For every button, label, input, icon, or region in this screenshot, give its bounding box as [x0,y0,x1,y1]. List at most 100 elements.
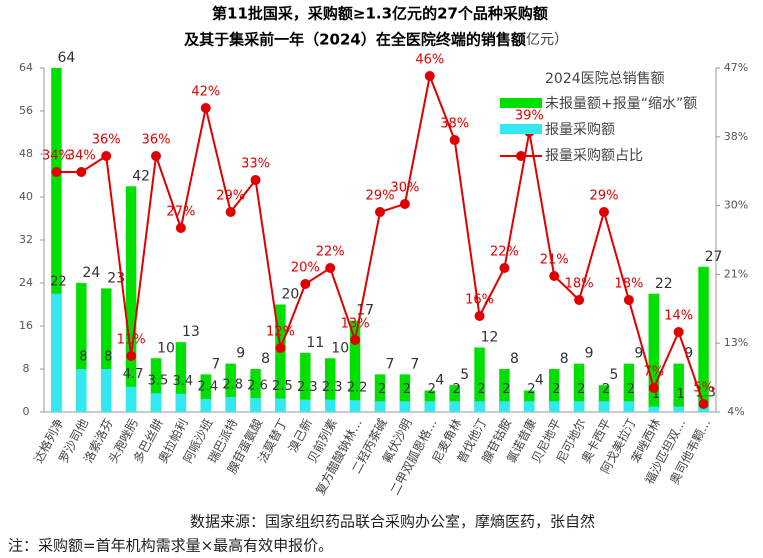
total-label: 9 [634,346,643,362]
bar-reported [275,398,286,412]
ratio-label: 22% [316,245,345,260]
total-label: 7 [410,356,419,372]
total-label: 11 [306,335,324,351]
ratio-point [325,263,336,273]
y-tick-label: 8 [23,362,30,375]
total-label: 9 [684,346,693,362]
reported-label: 2 [602,382,610,397]
reported-label: 2.6 [247,379,268,394]
total-label: 5 [460,367,469,383]
total-label: 5 [610,367,619,383]
reported-label: 2 [627,382,635,397]
reported-label: 3.4 [173,374,194,389]
bar-total [225,363,236,412]
reported-label: 2.3 [322,380,343,395]
y2-tick-label: 4% [727,405,744,418]
bar-total [673,363,684,412]
bar-total [698,266,709,412]
bar-total [76,283,87,412]
ratio-label: 29% [216,189,245,204]
ratio-label: 30% [390,181,419,196]
ratio-label: 39% [515,109,544,124]
bar-reported [300,399,311,412]
reported-label: 2 [428,382,436,397]
reported-label: 22 [50,274,67,289]
bar-total [324,358,336,412]
chart-subtitle: 及其于集采前一年（2024）在全医院终端的销售额 [184,31,526,49]
ratio-label: 20% [291,261,320,276]
reported-label: 1 [652,387,660,402]
reported-label: 1 [677,387,685,402]
ratio-label: 33% [241,157,270,172]
ratio-label: 18% [614,277,643,292]
y-tick-label: 32 [19,233,33,246]
total-label: 22 [655,276,673,292]
total-label: 27 [705,249,723,265]
reported-label: 2.5 [272,379,293,394]
total-label: 7 [386,356,395,372]
total-label: 64 [58,50,76,66]
bar-reported [673,406,684,412]
ratio-point [673,327,684,337]
bar-reported [125,386,137,412]
bar-total [200,374,212,412]
y2-tick-label: 30% [724,199,748,212]
bar-total [648,293,660,412]
reported-label: 2 [453,382,461,397]
ratio-point [549,271,560,281]
bar-total [449,385,460,412]
ratio-point [300,279,311,289]
ratio-point [51,167,62,177]
ratio-label: 34% [67,149,96,164]
legend-swatch [516,151,526,161]
y-tick-label: 24 [19,276,33,289]
legend-swatch [500,124,542,134]
y-tick-label: 64 [19,61,33,74]
ratio-label: 36% [142,133,171,148]
total-label: 2024医院总销售额 [545,71,665,87]
reported-label: 2.3 [297,380,318,395]
bar-total [623,363,635,412]
bar-reported [51,293,62,412]
reported-label: 2.4 [197,380,218,395]
reported-label: 8 [79,350,87,365]
bar-total [474,347,485,412]
bar-reported [76,369,87,412]
ratio-point [574,295,585,305]
ratio-label: 36% [92,133,121,148]
ratio-label: 22% [490,245,519,260]
bar-reported [499,401,510,412]
total-label: 9 [236,346,245,362]
y-tick-label: 16 [19,319,33,332]
bar-total [51,68,62,412]
ratio-label: 5% [693,381,714,396]
reported-label: 2 [552,382,560,397]
bar-total [573,363,585,412]
ratio-label: 29% [366,189,395,204]
total-label: 8 [560,351,569,367]
reported-label: 3.5 [148,374,169,389]
bar-reported [424,401,436,412]
ratio-label: 13% [341,317,370,332]
ratio-label: 27% [166,205,195,220]
total-label: 24 [82,265,100,281]
bar-reported [150,393,162,412]
ratio-label: 42% [191,85,220,100]
ratio-point [350,335,361,345]
y-tick-label: 0 [23,405,30,418]
ratio-point [175,223,186,233]
bar-reported [573,401,585,412]
ratio-point [275,343,286,353]
bar-total [175,342,187,412]
ratio-point [648,383,659,393]
bar-reported [598,401,610,412]
reported-label: 2 [378,382,386,397]
bar-reported [200,399,212,412]
bar-total [548,369,560,412]
total-label: 10 [331,340,349,356]
ratio-point [424,71,435,81]
total-label: 7 [211,356,220,372]
bar-reported [399,401,411,412]
reported-label: 2.2 [347,381,368,396]
